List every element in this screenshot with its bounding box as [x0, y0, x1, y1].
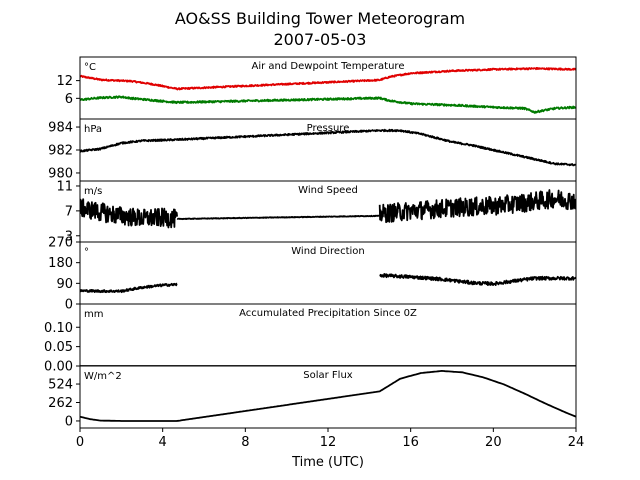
panel-title: Accumulated Precipitation Since 0Z — [239, 308, 417, 319]
panel-unit: m/s — [84, 186, 102, 197]
y-tick-label: 12 — [56, 74, 73, 89]
series-line-2-1 — [80, 128, 576, 167]
panel-1: 6 12 °C Air and Dewpoint Temperature — [56, 56, 577, 120]
panel-3: 3 7 11 m/s Wind Speed — [56, 179, 577, 244]
x-tick-label: 16 — [402, 435, 419, 450]
x-tick-label: 0 — [76, 435, 84, 450]
panel-6: 0 262 524 W/m^2 Solar Flux — [48, 365, 577, 429]
y-tick-label: 982 — [48, 144, 73, 159]
x-axis: 0 4 8 12 16 20 24 — [76, 428, 584, 450]
series-line-3-2 — [176, 214, 381, 221]
y-tick-label: 90 — [56, 277, 73, 292]
y-tick-label: 11 — [56, 179, 73, 194]
panel-2: 980 982 984 hPa Pressure — [48, 118, 577, 182]
panels: 612°C Air and Dewpoint Temperature9809829… — [44, 56, 577, 429]
series-line-3-3 — [378, 189, 576, 224]
x-tick-label: 20 — [485, 435, 502, 450]
panel-unit: ° — [84, 247, 89, 258]
series-line-4-1 — [80, 282, 178, 294]
y-tick-label: 6 — [65, 92, 73, 107]
chart-title: AO&SS Building Tower Meteorogram — [175, 9, 465, 28]
panel-title: Solar Flux — [303, 370, 353, 381]
y-tick-label: 262 — [48, 396, 73, 411]
x-tick-label: 8 — [241, 435, 249, 450]
y-tick-label: 7 — [65, 204, 73, 219]
series-line-3-1 — [80, 198, 178, 229]
y-tick-label: 270 — [48, 236, 73, 251]
x-tick-label: 24 — [568, 435, 585, 450]
x-axis-label: Time (UTC) — [291, 455, 364, 470]
panel-4: 0 90 180 270 ° Wind Direction — [48, 236, 577, 313]
y-tick-label: 0 — [65, 298, 73, 313]
panel-unit: hPa — [84, 124, 102, 135]
series-line-4-2 — [379, 272, 576, 287]
series-line-1-1 — [80, 67, 576, 91]
series-line-6-1 — [80, 369, 576, 422]
y-tick-label: 0.05 — [44, 340, 73, 355]
panel-title: Pressure — [307, 123, 350, 134]
y-tick-label: 0 — [65, 414, 73, 429]
panel-unit: °C — [84, 62, 96, 73]
y-tick-label: 0.10 — [44, 321, 73, 336]
panel-title: Air and Dewpoint Temperature — [252, 61, 405, 72]
y-tick-label: 980 — [48, 166, 73, 181]
panel-unit: W/m^2 — [84, 371, 122, 382]
y-tick-label: 3 — [65, 229, 73, 244]
chart-subtitle: 2007-05-03 — [274, 30, 367, 49]
x-tick-label: 4 — [159, 435, 167, 450]
series-line-1-2 — [80, 95, 576, 114]
panel-title: Wind Speed — [298, 185, 358, 196]
panel-title: Wind Direction — [291, 246, 365, 257]
y-tick-label: 180 — [48, 256, 73, 271]
y-tick-label: 524 — [48, 378, 73, 393]
panel-unit: mm — [84, 309, 103, 320]
panel-5: 0.00 0.05 0.10 mm Accumulated Precipitation … — [44, 303, 577, 375]
y-tick-label: 984 — [48, 121, 73, 136]
x-tick-label: 12 — [320, 435, 337, 450]
y-tick-label: 0.00 — [44, 360, 73, 375]
